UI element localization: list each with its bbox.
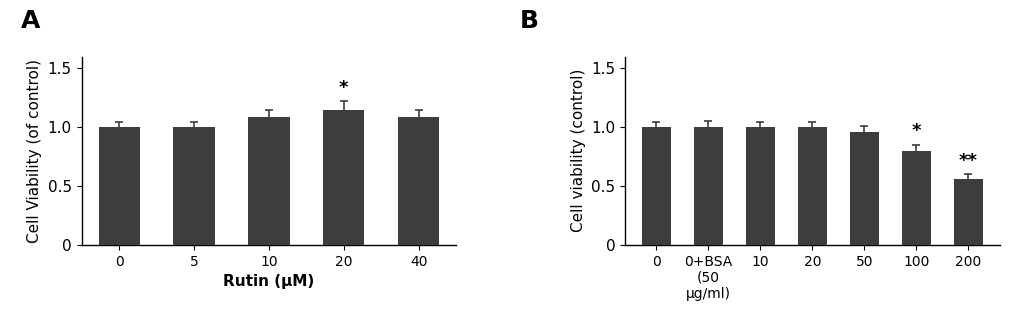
Bar: [797, 127, 825, 245]
Bar: [248, 116, 289, 245]
Bar: [953, 179, 981, 245]
Bar: [173, 127, 214, 245]
Bar: [693, 127, 721, 245]
Text: A: A: [20, 9, 40, 33]
Text: *: *: [911, 122, 920, 140]
X-axis label: Rutin (μM): Rutin (μM): [223, 274, 314, 289]
Bar: [745, 127, 773, 245]
Bar: [849, 132, 877, 245]
Text: *: *: [338, 78, 348, 97]
Text: **: **: [958, 152, 977, 170]
Bar: [397, 116, 439, 245]
Y-axis label: Cell Viability (of control): Cell Viability (of control): [28, 59, 42, 243]
Bar: [901, 151, 929, 245]
Y-axis label: Cell viability (control): Cell viability (control): [570, 69, 585, 232]
Bar: [323, 110, 364, 245]
Text: B: B: [520, 9, 539, 33]
Bar: [99, 127, 140, 245]
Bar: [641, 127, 669, 245]
